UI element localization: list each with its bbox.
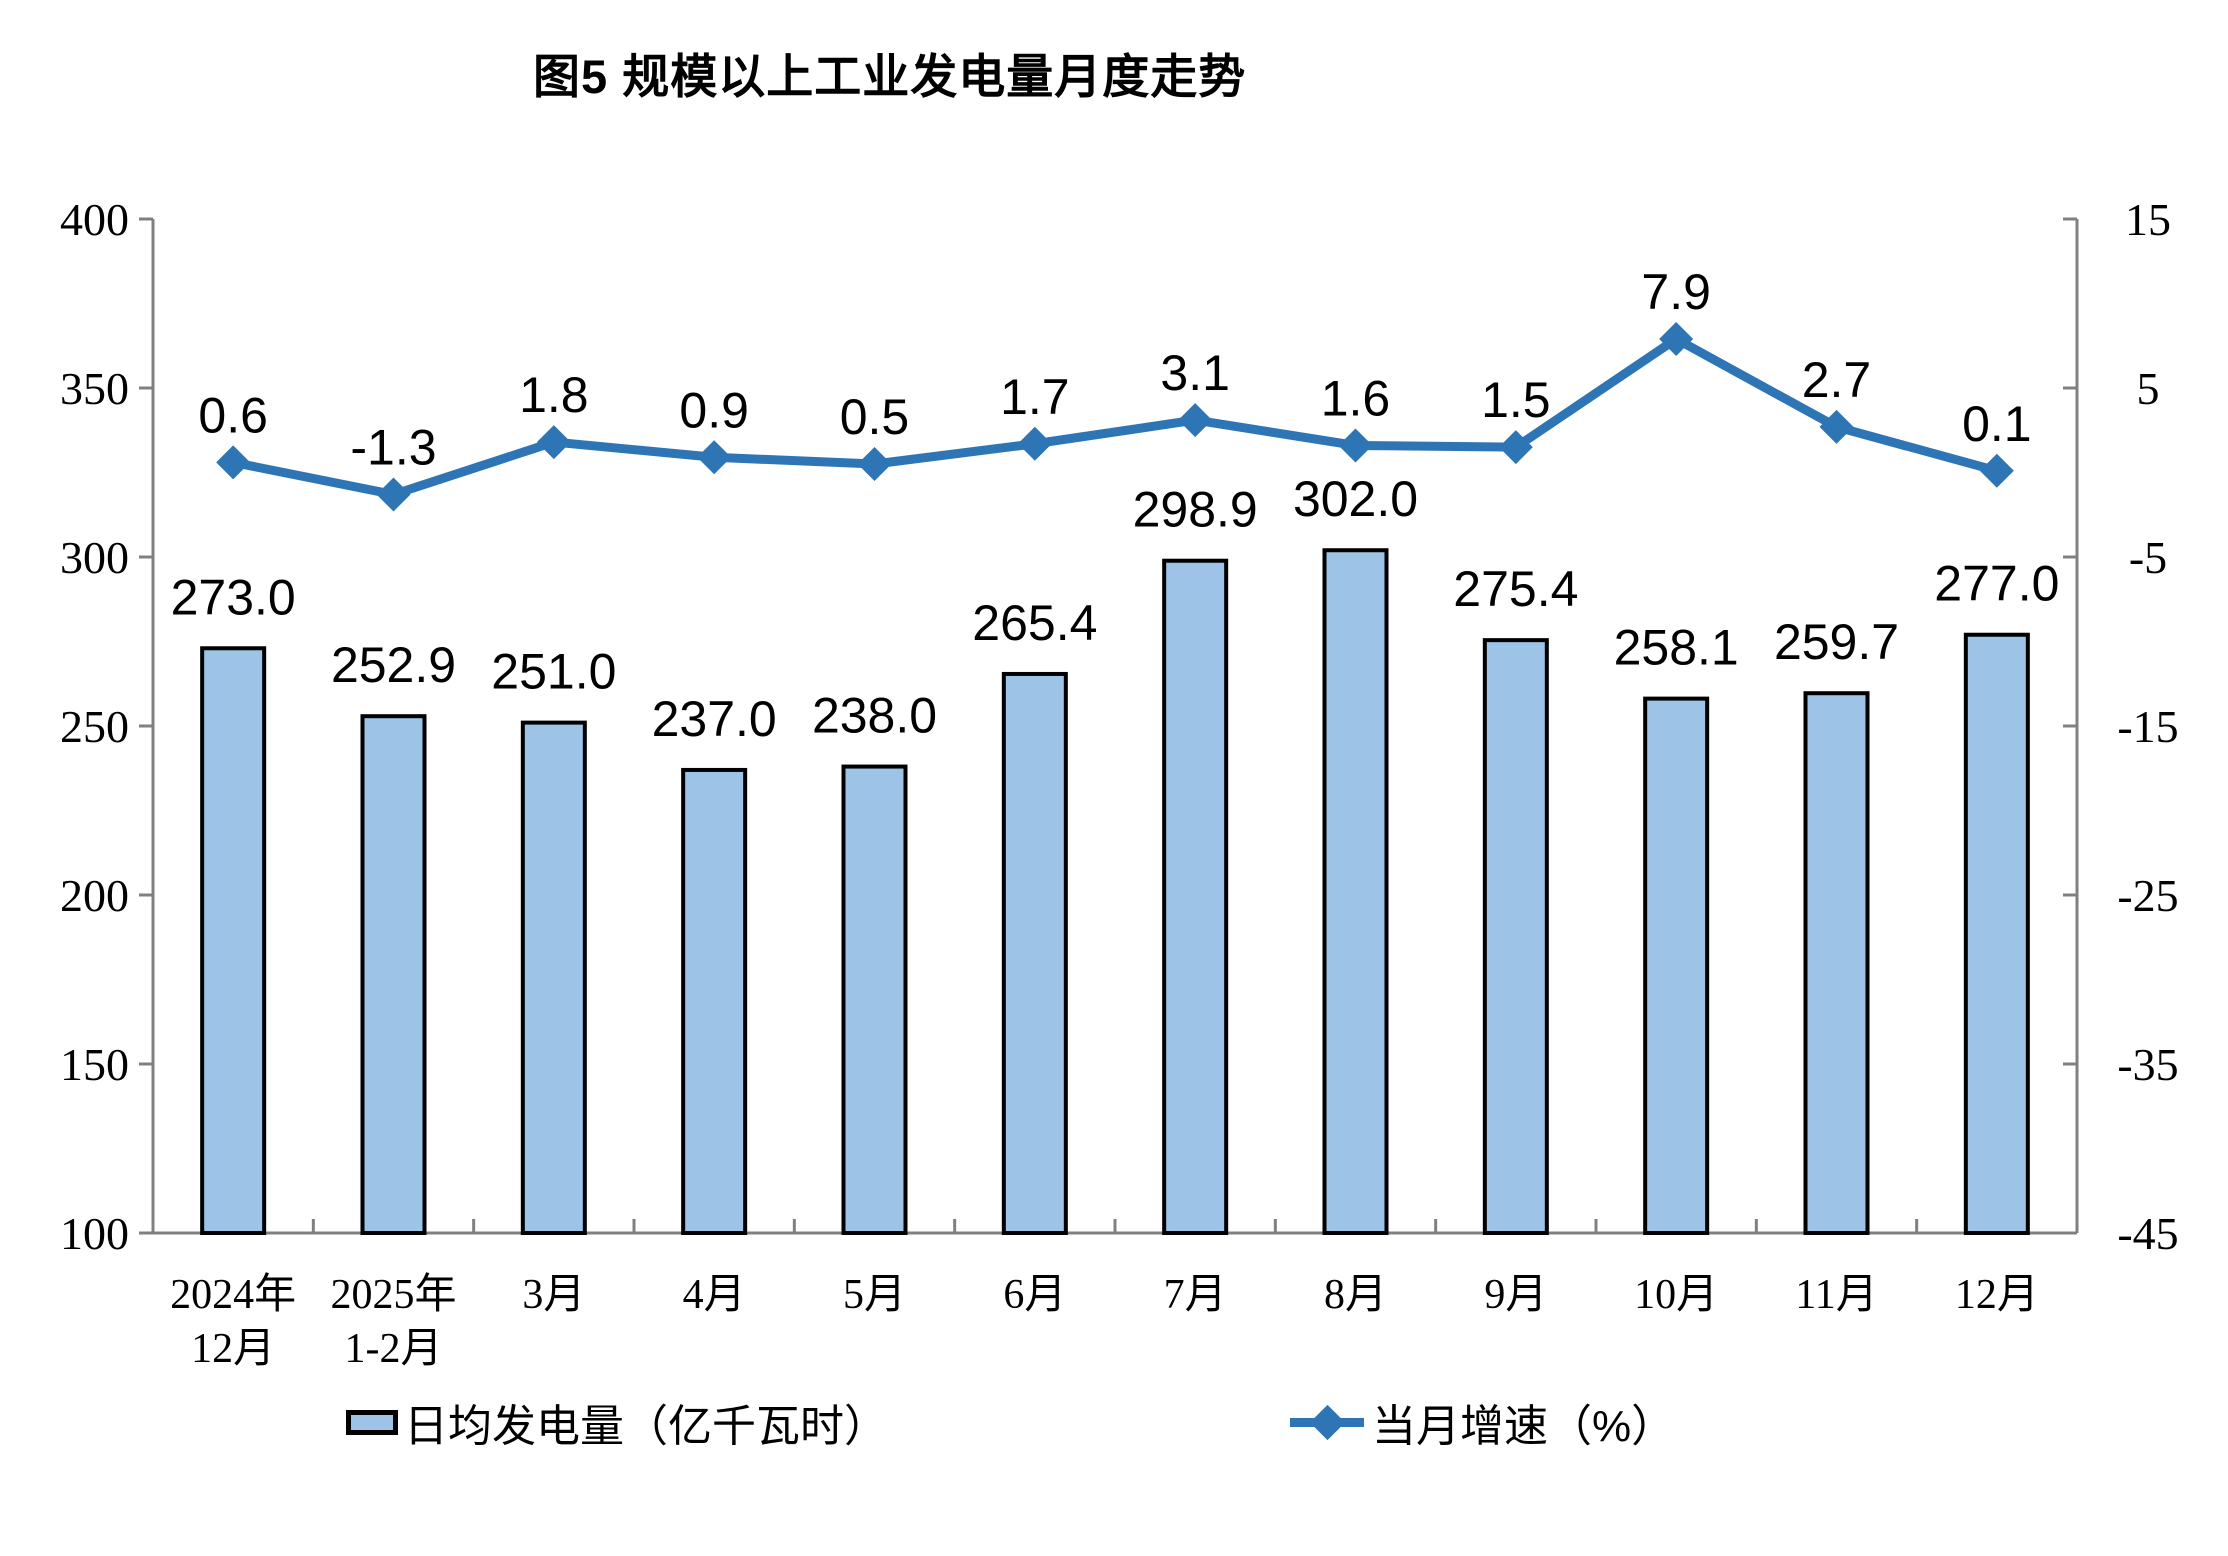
line-value-label: 0.9 <box>679 382 749 438</box>
right-axis-tick-label: -35 <box>2117 1039 2178 1090</box>
bar <box>1482 638 1549 1235</box>
chart-title: 图5 规模以上工业发电量月度走势 <box>533 50 1247 103</box>
line-value-label: 1.5 <box>1481 372 1551 428</box>
right-axis-tick-label: 5 <box>2137 363 2160 414</box>
right-axis-tick-label: 15 <box>2125 194 2171 245</box>
bar <box>1322 548 1389 1235</box>
bar-value-label: 277.0 <box>1934 556 2059 612</box>
bar-value-label: 238.0 <box>812 688 937 744</box>
left-axis-tick-label: 300 <box>60 532 129 583</box>
line-point-diamond-icon <box>216 445 251 480</box>
growth-line <box>232 334 1999 499</box>
x-axis-category-label: 2024年 <box>170 1271 296 1318</box>
line-value-label: 0.5 <box>840 389 910 445</box>
x-axis-category-label: 5月 <box>843 1272 906 1318</box>
line-value-label: 1.7 <box>1000 369 1070 425</box>
x-axis-category-label: 3月 <box>522 1272 585 1318</box>
bar <box>1803 691 1870 1235</box>
line-value-label: 1.8 <box>519 367 589 423</box>
bar-value-label: 258.1 <box>1614 620 1739 676</box>
bar-value-label: 237.0 <box>652 691 777 747</box>
line-legend-label: 当月增速（%） <box>1372 1402 1676 1451</box>
legend-item-line: 当月增速（%） <box>1290 1398 1675 1451</box>
left-axis-tick-label: 400 <box>60 194 129 245</box>
line-value-label: -1.3 <box>350 419 436 475</box>
x-axis-category-label: 11月 <box>1795 1272 1877 1318</box>
line-point-diamond-icon <box>1979 453 2014 488</box>
bar <box>360 714 427 1235</box>
bar <box>1162 558 1229 1235</box>
x-axis-category-label: 12月 <box>191 1326 275 1372</box>
x-axis-category-label: 6月 <box>1003 1272 1066 1318</box>
line-legend-marker-icon <box>1290 1404 1364 1440</box>
left-axis-tick-label: 200 <box>60 870 129 921</box>
bar-legend-label: 日均发电量（亿千瓦时） <box>404 1402 888 1451</box>
bar-legend-swatch-icon <box>346 1409 398 1435</box>
line-point-diamond-icon <box>857 447 892 482</box>
x-axis-category-label: 10月 <box>1634 1272 1718 1318</box>
left-axis-tick-label: 150 <box>60 1039 129 1090</box>
bar-value-label: 252.9 <box>331 637 456 693</box>
line-point-diamond-icon <box>1017 426 1052 461</box>
bar <box>1963 632 2030 1235</box>
left-axis-tick-label: 350 <box>60 363 129 414</box>
x-axis-category-label: 9月 <box>1484 1272 1547 1318</box>
diamond-marker-icon <box>1309 1404 1346 1440</box>
line-point-diamond-icon <box>1498 430 1533 465</box>
right-axis-tick-label: -15 <box>2117 701 2178 752</box>
bar <box>1643 696 1710 1235</box>
line-value-label: 0.1 <box>1962 396 2032 452</box>
line-value-label: 0.6 <box>198 387 268 443</box>
line-point-diamond-icon <box>697 440 732 475</box>
line-point-diamond-icon <box>376 477 411 512</box>
bar-value-label: 275.4 <box>1453 561 1578 617</box>
bar <box>200 646 267 1235</box>
line-point-diamond-icon <box>1178 403 1213 438</box>
x-axis-category-label: 1-2月 <box>345 1326 443 1372</box>
right-axis-tick-label: -45 <box>2117 1208 2178 1259</box>
bar-value-label: 259.7 <box>1774 614 1899 670</box>
line-point-diamond-icon <box>536 425 571 460</box>
line-value-label: 3.1 <box>1160 345 1230 401</box>
line-value-label: 2.7 <box>1802 352 1872 408</box>
bar-value-label: 273.0 <box>171 569 296 625</box>
bar-value-label: 265.4 <box>972 595 1097 651</box>
left-axis-tick-label: 250 <box>60 701 129 752</box>
bar <box>841 764 908 1235</box>
x-axis-category-label: 8月 <box>1324 1272 1387 1318</box>
bar <box>520 720 587 1235</box>
line-point-diamond-icon <box>1338 428 1373 463</box>
bar-value-label: 298.9 <box>1133 482 1258 538</box>
x-axis-category-label: 4月 <box>683 1272 746 1318</box>
bar-value-label: 251.0 <box>491 644 616 700</box>
line-point-diamond-icon <box>1819 409 1854 444</box>
bar-value-label: 302.0 <box>1293 471 1418 527</box>
left-axis-tick-label: 100 <box>60 1208 129 1259</box>
x-axis-category-label: 7月 <box>1164 1272 1227 1318</box>
bar <box>1001 671 1068 1235</box>
bar <box>681 767 748 1235</box>
x-axis-category-label: 2025年 <box>330 1271 456 1318</box>
line-point-diamond-icon <box>1659 321 1694 356</box>
line-value-label: 7.9 <box>1641 264 1711 320</box>
line-value-label: 1.6 <box>1321 370 1391 426</box>
x-axis-category-label: 12月 <box>1955 1272 2039 1318</box>
legend-item-bar: 日均发电量（亿千瓦时） <box>346 1398 888 1451</box>
right-axis-tick-label: -5 <box>2129 532 2167 583</box>
right-axis-tick-label: -25 <box>2117 870 2178 921</box>
